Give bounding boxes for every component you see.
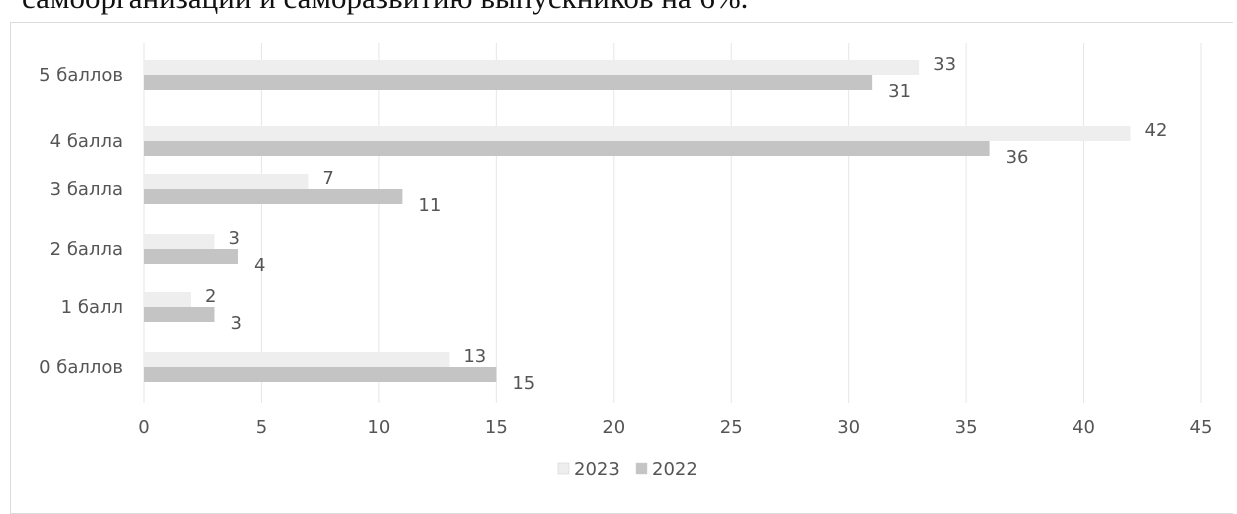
bar-2023-0	[144, 60, 920, 75]
data-label-2022-3: 4	[254, 255, 265, 276]
legend-swatch-2023	[557, 462, 570, 475]
bar-2023-1	[144, 126, 1131, 141]
x-tick-label-0: 0	[138, 417, 149, 438]
x-tick-label-15: 15	[485, 417, 508, 438]
data-label-2022-1: 36	[1006, 147, 1029, 168]
data-label-2022-0: 31	[888, 81, 911, 102]
legend-label-2023: 2023	[574, 459, 620, 480]
category-label-2: 3 балла	[50, 179, 123, 200]
legend-swatch-2022	[635, 462, 648, 475]
x-tick-label-45: 45	[1190, 417, 1213, 438]
data-label-2022-2: 11	[418, 195, 441, 216]
data-label-2023-0: 33	[933, 54, 956, 75]
data-label-2023-2: 7	[322, 168, 333, 189]
x-tick-label-40: 40	[1072, 417, 1095, 438]
category-labels: 5 баллов 4 балла 3 балла 2 балла 1 балл 0 бал…	[39, 65, 123, 378]
data-label-2022-5: 15	[512, 373, 535, 394]
legend-label-2022: 2022	[652, 459, 698, 480]
x-tick-label-30: 30	[837, 417, 860, 438]
x-tick-label-20: 20	[602, 417, 625, 438]
data-label-2023-4: 2	[205, 286, 216, 307]
category-label-1: 4 балла	[50, 131, 123, 152]
bar-2023-2	[144, 174, 309, 189]
category-label-4: 1 балл	[61, 297, 123, 318]
legend: 2023 2022	[557, 459, 698, 480]
data-label-2023-1: 42	[1145, 120, 1168, 141]
bar-2022-0	[144, 75, 873, 90]
bar-2022-1	[144, 141, 990, 156]
x-tick-label-10: 10	[367, 417, 390, 438]
bar-2023-3	[144, 234, 215, 249]
bar-2022-5	[144, 367, 497, 382]
data-label-2023-5: 13	[463, 346, 486, 367]
data-label-2023-3: 3	[228, 228, 239, 249]
x-tick-label-35: 35	[955, 417, 978, 438]
bars	[144, 60, 1131, 382]
bar-2023-4	[144, 292, 191, 307]
bar-2023-5	[144, 352, 450, 367]
page-text-top-line: самоорганизации и саморазвитию выпускник…	[22, 0, 748, 16]
bar-2022-3	[144, 249, 238, 264]
bar-2022-2	[144, 189, 403, 204]
category-label-0: 5 баллов	[39, 65, 123, 86]
category-label-3: 2 балла	[50, 239, 123, 260]
x-tick-label-5: 5	[256, 417, 267, 438]
gridlines	[143, 43, 1202, 403]
x-tick-label-25: 25	[720, 417, 743, 438]
x-axis-tick-labels: 0 5 10 15 20 25 30 35 40 45	[138, 417, 1212, 438]
data-label-2022-4: 3	[230, 313, 241, 334]
bar-2022-4	[144, 307, 215, 322]
category-label-5: 0 баллов	[39, 357, 123, 378]
chart-frame: 33 31 42 36 7 11 3 4 2 3 13 15 5 баллов 4 балла 3 бал…	[10, 22, 1233, 514]
